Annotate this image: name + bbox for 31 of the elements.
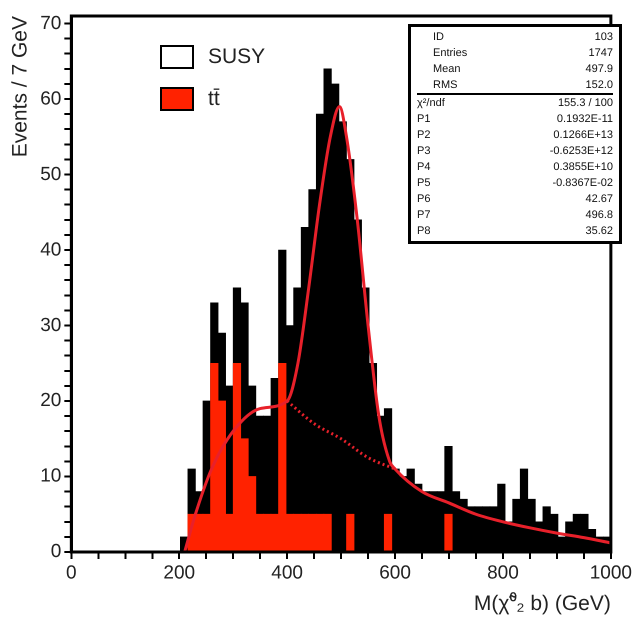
y-tick-label: 70 <box>40 12 62 34</box>
y-tick-label: 40 <box>40 239 62 260</box>
legend-label: tt̄ <box>208 87 220 111</box>
y-axis-title: Events / 7 GeV <box>8 16 32 158</box>
x-tick-label: 400 <box>271 562 303 584</box>
x-tick-label: 1000 <box>590 562 632 584</box>
y-tick-label: 0 <box>50 541 62 562</box>
text: P2 0.1266E+13 <box>417 129 613 141</box>
text: Mean 497.9 <box>433 63 613 75</box>
text: P5 -0.8367E-02 <box>417 177 613 189</box>
text: P8 35.62 <box>417 225 613 237</box>
text: P6 42.67 <box>417 193 613 205</box>
text: ID 103 <box>433 31 613 43</box>
x-tick-label: 800 <box>487 562 519 584</box>
legend-label: SUSY <box>208 45 266 69</box>
x-tick-label: 600 <box>379 562 411 584</box>
x-axis-title: M(χ̃⁰₂ b) (GeV) <box>474 592 611 616</box>
text: χ²/ndf 155.3 / 100 <box>417 97 613 109</box>
y-tick-label: 10 <box>40 466 62 487</box>
x-tick-label: 200 <box>163 562 196 584</box>
text: Entries 1747 <box>433 47 613 59</box>
y-tick-label: 30 <box>40 314 62 336</box>
text: P1 0.1932E-11 <box>417 113 613 125</box>
y-tick-label: 20 <box>40 390 62 412</box>
x-tick-label: 0 <box>66 562 77 584</box>
y-tick-label: 50 <box>40 164 62 185</box>
text: P7 496.8 <box>417 209 613 221</box>
text: RMS 152.0 <box>433 79 613 91</box>
text: P4 0.3855E+10 <box>417 161 613 173</box>
text: P3 -0.6253E+12 <box>417 145 613 157</box>
y-tick-label: 60 <box>40 88 62 110</box>
